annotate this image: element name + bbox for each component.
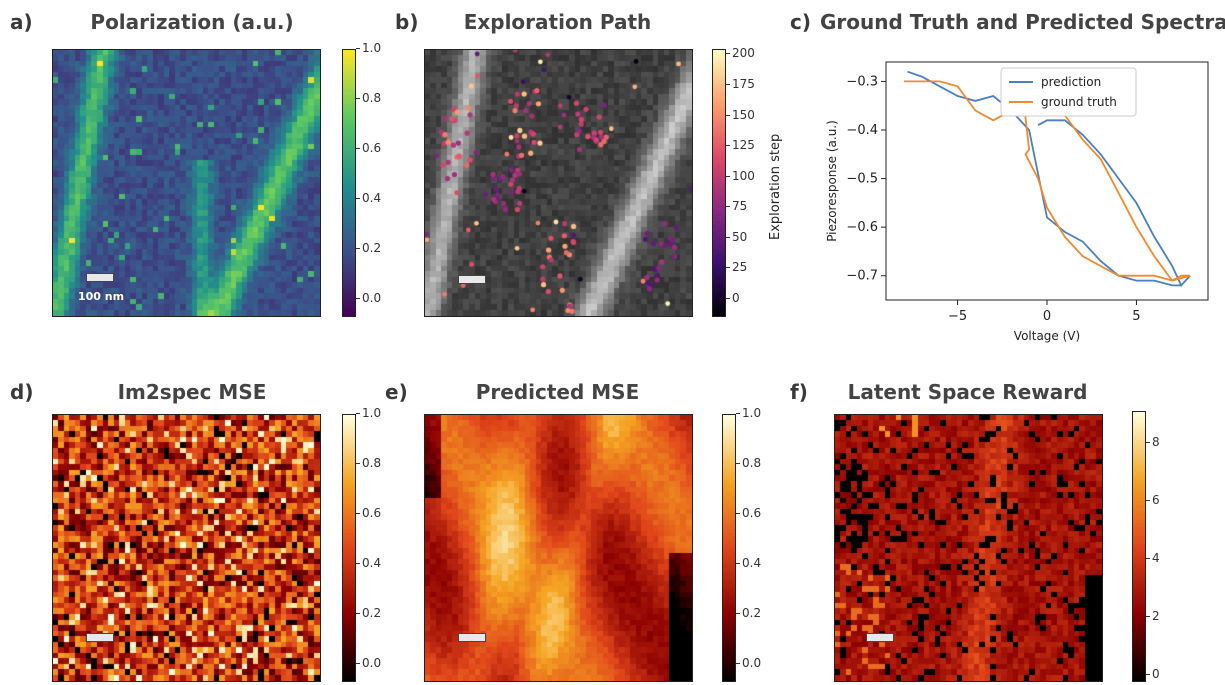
colorbar-tick-label: 0.8 xyxy=(355,91,382,105)
colorbar-tick-label: 0.4 xyxy=(355,556,382,571)
polarization-map xyxy=(52,49,321,317)
exploration-colorbar-ticks: 200 175 150 125 100 75 50 25 0 xyxy=(725,46,772,315)
colorbar-tick-label: 0.0 xyxy=(355,291,382,306)
y-tick-label: −0.3 xyxy=(846,74,878,89)
panel-f-label: f) xyxy=(790,380,808,404)
colorbar-tick-label: 0 xyxy=(1146,666,1160,681)
spectra-chart: −5 0 5 −0.3 −0.4 −0.5 −0.6 −0.7 Voltage (V) Piezo… xyxy=(825,61,1209,343)
colorbar-tick-label: 1.0 xyxy=(355,406,382,420)
exploration-path-map xyxy=(424,49,693,317)
colorbar-tick-label: 0.0 xyxy=(735,656,762,671)
colorbar-tick-label: 0.0 xyxy=(355,656,382,671)
latent-reward-colorbar xyxy=(1132,411,1146,682)
colorbar-tick-label: 1.0 xyxy=(355,41,382,55)
panel-d-title: Im2spec MSE xyxy=(117,380,267,404)
scale-bar-label: 100 nm xyxy=(78,290,125,303)
predicted-mse-colorbar xyxy=(722,414,736,682)
panel-a-title: Polarization (a.u.) xyxy=(90,10,294,34)
panel-f-title: Latent Space Reward xyxy=(847,380,1088,404)
panel-a-label: a) xyxy=(10,10,33,34)
colorbar-tick-label: 0.6 xyxy=(355,141,382,156)
colorbar-tick-label: 4 xyxy=(1146,550,1160,565)
colorbar-tick-label: 50 xyxy=(725,229,748,244)
colorbar-tick-label: 0.8 xyxy=(735,456,762,470)
scale-bar xyxy=(86,633,114,642)
colorbar-tick-label: 175 xyxy=(726,76,755,91)
x-tick-label: −5 xyxy=(948,309,967,324)
legend-label: ground truth xyxy=(1041,95,1117,109)
colorbar-tick-label: 0 xyxy=(726,291,740,306)
predicted-mse-colorbar-ticks: 1.0 0.8 0.6 0.4 0.2 0.0 xyxy=(735,406,782,680)
exploration-colorbar xyxy=(712,49,726,317)
colorbar-tick-label: 100 xyxy=(726,168,755,183)
colorbar-tick-label: 2 xyxy=(1146,608,1160,623)
panel-c-label: c) xyxy=(790,10,811,34)
scale-bar xyxy=(866,633,894,642)
colorbar-tick-label: 0.4 xyxy=(355,191,382,206)
legend-box xyxy=(1000,67,1137,117)
panel-b-label: b) xyxy=(395,10,419,34)
y-tick-label: −0.7 xyxy=(846,269,878,284)
series-line-ground-truth xyxy=(903,71,1191,282)
panel-d-label: d) xyxy=(10,380,34,404)
panel-b-title: Exploration Path xyxy=(463,10,652,34)
panel-c-title: Ground Truth and Predicted Spectra xyxy=(820,10,1225,34)
colorbar-tick-label: 6 xyxy=(1146,493,1160,508)
colorbar-tick-label: 0.8 xyxy=(355,456,382,470)
latent-reward-colorbar-ticks: 8 6 4 2 0 xyxy=(1146,411,1192,681)
panel-e-title: Predicted MSE xyxy=(475,380,640,404)
y-tick-label: −0.6 xyxy=(846,220,878,235)
im2spec-colorbar-ticks: 1.0 0.8 0.6 0.4 0.2 0.0 xyxy=(355,406,402,680)
scale-bar xyxy=(86,273,114,282)
panel-e-label: e) xyxy=(385,380,408,404)
colorbar-tick-label: 0.2 xyxy=(355,606,382,621)
colorbar-tick-label: 1.0 xyxy=(735,406,762,420)
polarization-colorbar-ticks: 1.0 0.8 0.6 0.4 0.2 0.0 xyxy=(355,41,402,315)
im2spec-colorbar xyxy=(342,414,356,682)
y-tick-label: −0.5 xyxy=(846,172,878,187)
colorbar-tick-label: 0.6 xyxy=(355,506,382,521)
colorbar-tick-label: 0.2 xyxy=(735,606,762,621)
x-axis-label: Voltage (V) xyxy=(1014,329,1080,343)
legend-label: prediction xyxy=(1041,75,1101,89)
y-axis-label: Piezoresponse (a.u.) xyxy=(825,120,839,242)
exploration-colorbar-label: Exploration step xyxy=(768,133,783,240)
colorbar-tick-label: 125 xyxy=(726,138,755,153)
scale-bar xyxy=(458,633,486,642)
colorbar-tick-label: 75 xyxy=(725,199,748,214)
polarization-colorbar xyxy=(342,49,356,317)
colorbar-tick-label: 150 xyxy=(726,107,755,122)
series-line-prediction xyxy=(907,70,1191,288)
x-tick-label: 0 xyxy=(1043,309,1051,324)
y-tick-label: −0.4 xyxy=(846,123,878,138)
x-tick-label: 5 xyxy=(1132,309,1140,324)
scale-bar xyxy=(458,275,486,284)
colorbar-tick-label: 25 xyxy=(725,260,748,275)
colorbar-tick-label: 0.2 xyxy=(355,241,382,256)
colorbar-tick-label: 0.6 xyxy=(735,506,762,521)
colorbar-tick-label: 8 xyxy=(1146,435,1160,450)
colorbar-tick-label: 0.4 xyxy=(735,556,762,571)
colorbar-tick-label: 200 xyxy=(726,46,755,61)
